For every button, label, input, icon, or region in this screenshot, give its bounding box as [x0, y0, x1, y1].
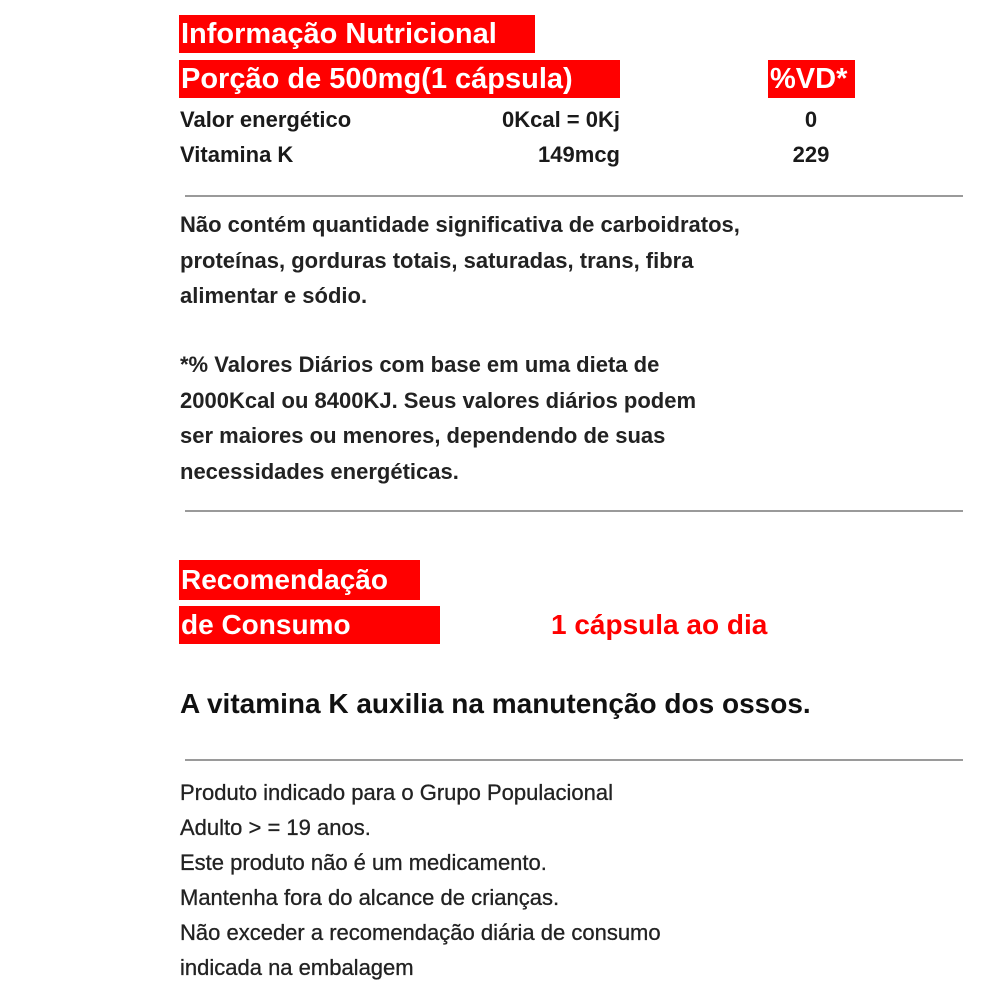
row-vd: 229 — [792, 142, 830, 167]
note-line: alimentar e sódio. — [180, 283, 368, 308]
divider — [185, 510, 963, 512]
note-line: necessidades energéticas. — [180, 458, 459, 484]
footer-line: Não exceder a recomendação diária de con… — [180, 920, 661, 945]
note-line: proteínas, gorduras totais, saturadas, t… — [180, 247, 694, 273]
portion-header: Porção de 500mg(1 cápsula) — [179, 60, 620, 98]
footer-line: Mantenha fora do alcance de crianças. — [180, 885, 560, 910]
note-line: *% Valores Diários com base em uma dieta… — [180, 352, 660, 377]
not-significant-note: Não contém quantidade significativa de c… — [180, 207, 740, 314]
footer-line: Produto indicado para o Grupo Populacion… — [180, 780, 613, 805]
divider — [185, 759, 963, 761]
footer-line: Adulto > = 19 anos. — [180, 815, 371, 840]
daily-values-note: *% Valores Diários com base em uma dieta… — [180, 347, 696, 489]
footer-line: indicada na embalagem — [180, 955, 414, 980]
row-amount: 149mcg — [538, 142, 620, 167]
note-line: Não contém quantidade significativa de c… — [180, 212, 740, 237]
divider — [185, 195, 963, 197]
row-amount: 0Kcal = 0Kj — [501, 107, 620, 132]
row-name: Valor energético — [180, 107, 352, 132]
recommendation-label-line2: de Consumo — [179, 606, 440, 644]
vd-header: %VD* — [768, 60, 855, 98]
health-claim: A vitamina K auxilia na manutenção dos o… — [180, 688, 811, 719]
row-vd: 0 — [804, 107, 818, 132]
note-line: 2000Kcal ou 8400KJ. Seus valores diários… — [180, 387, 697, 413]
row-name: Vitamina K — [180, 142, 294, 167]
note-line: ser maiores ou menores, dependendo de su… — [180, 423, 666, 448]
recommendation-label-line1: Recomendação — [179, 560, 420, 600]
footer-notes: Produto indicado para o Grupo Populacion… — [180, 775, 661, 985]
nutrition-title: Informação Nutricional — [179, 15, 535, 53]
recommendation-value: 1 cápsula ao dia — [551, 609, 768, 640]
footer-line: Este produto não é um medicamento. — [180, 850, 547, 875]
